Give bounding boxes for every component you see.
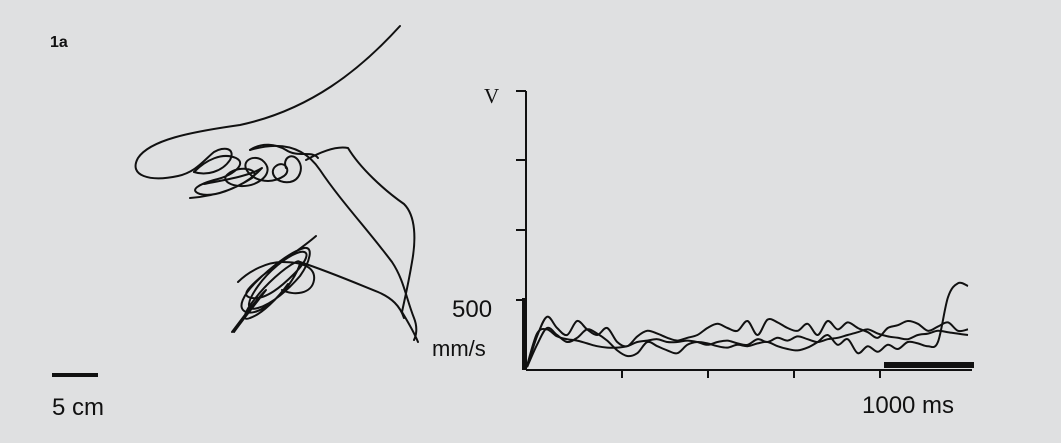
trajectory-upper-scribble (189, 143, 319, 199)
trajectory-drawing (134, 25, 419, 343)
velocity-axes (516, 90, 972, 378)
trajectory-outer-arc (134, 25, 401, 180)
panel-label: 1a (50, 34, 68, 51)
velocity-trace-3 (526, 327, 969, 367)
right-scale-bar-label: 1000 ms (862, 392, 955, 419)
trajectory-exit-path (299, 261, 405, 319)
velocity-trace-1 (526, 281, 969, 368)
left-scale-bar (52, 373, 98, 377)
velocity-tick-label-500: 500 (452, 296, 493, 323)
trajectory-lower-scribble (231, 235, 317, 333)
right-scale-bar (884, 362, 974, 368)
trajectory-descending-path (249, 144, 418, 341)
velocity-series-layer (526, 281, 969, 368)
velocity-unit-label: mm/s (432, 336, 486, 361)
left-scale-bar-label: 5 cm (52, 394, 105, 421)
y-axis-500-marker (522, 298, 526, 370)
velocity-axis-label: V (484, 84, 500, 108)
velocity-trace-2 (526, 315, 969, 368)
